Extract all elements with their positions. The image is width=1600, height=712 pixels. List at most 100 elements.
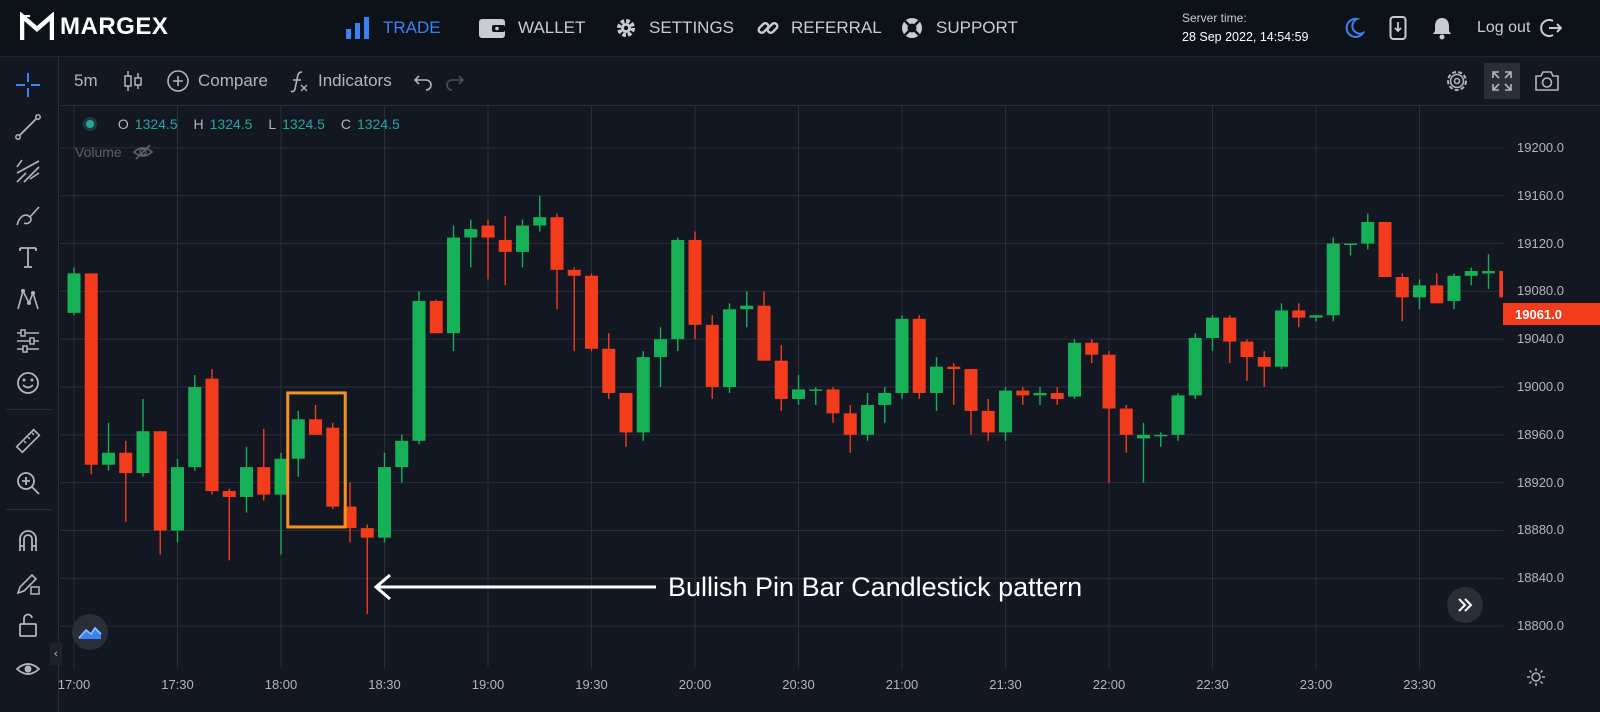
scroll-to-realtime-button[interactable] (1447, 587, 1483, 623)
text-tool[interactable] (12, 241, 44, 273)
candle-body (171, 467, 184, 531)
eye-icon (15, 663, 41, 675)
plus-circle-icon (167, 70, 189, 92)
price-tick-label: 19160.0 (1517, 187, 1564, 203)
candle-body (412, 300, 426, 441)
candle-body (222, 491, 236, 498)
candle-body (688, 239, 702, 325)
candle-body (240, 467, 253, 498)
candle-body (1257, 357, 1271, 367)
margex-logo[interactable]: MARGEX (20, 12, 168, 42)
sun-gear-icon (1527, 668, 1545, 686)
magnet-tool[interactable] (12, 525, 44, 557)
candle-body (619, 392, 633, 433)
chart-toolbar: 5m Compare Indicators (60, 57, 1600, 106)
indicators-label: Indicators (318, 71, 392, 90)
trend-line-tool[interactable] (12, 111, 44, 143)
status-dot-icon (83, 117, 97, 131)
candle-body (481, 225, 495, 238)
price-tick-label: 18920.0 (1517, 474, 1564, 490)
measure-tool[interactable] (12, 325, 44, 357)
candle-body (1050, 392, 1064, 399)
time-axis[interactable]: 17:00 17:30 18:00 18:30 19:00 19:30 20:00 20:30… (58, 668, 1503, 698)
indicators-button[interactable]: Indicators (288, 57, 392, 105)
candle-body (1016, 390, 1030, 396)
lock-drawing-tool[interactable] (12, 567, 44, 599)
pattern-icon (17, 288, 39, 310)
candle-body (602, 348, 616, 393)
candle-body (102, 452, 115, 465)
pattern-annotation: Bullish Pin Bar Candlestick pattern (668, 572, 1083, 602)
candle-body (740, 305, 754, 310)
brush-icon (16, 206, 40, 226)
candle-body (188, 387, 202, 468)
price-axis[interactable]: 19200.0 19160.0 19120.0 19080.0 19040.0 19000… (1503, 106, 1600, 668)
toolbar-divider (6, 509, 52, 510)
candle-body (84, 273, 98, 465)
snapshot-button[interactable] (1534, 57, 1560, 105)
logout-button[interactable]: Log out (1477, 0, 1563, 56)
candle-body (826, 389, 840, 414)
candle-body (930, 366, 943, 393)
candle-body (567, 269, 581, 276)
axis-settings-button[interactable] (1525, 666, 1547, 688)
brush-tool[interactable] (12, 199, 44, 231)
nav-settings[interactable]: SETTINGS (615, 0, 734, 56)
zoom-in-tool[interactable] (12, 467, 44, 499)
chart-logo-button[interactable] (72, 614, 108, 650)
nav-trade[interactable]: TRADE (345, 0, 441, 56)
candle-body (1137, 434, 1150, 439)
candle-body (843, 413, 857, 435)
undo-icon (413, 75, 432, 91)
ruler-tool[interactable] (12, 425, 44, 457)
pattern-tool[interactable] (12, 283, 44, 315)
candle-body (274, 458, 288, 495)
price-tick-label: 18840.0 (1517, 570, 1564, 586)
nav-referral-label: REFERRAL (791, 18, 882, 37)
low-value: 1324.5 (282, 116, 325, 132)
candle-body (119, 452, 133, 474)
candle-body (1344, 243, 1357, 246)
candle-body (1206, 317, 1219, 338)
chart-settings-button[interactable] (1444, 57, 1470, 105)
candle-body (895, 318, 909, 393)
eye-off-icon[interactable] (132, 143, 154, 161)
candle-body (1171, 395, 1185, 435)
candle-body (1430, 285, 1444, 304)
interval-button[interactable]: 5m (74, 57, 98, 105)
fib-tool[interactable] (12, 155, 44, 187)
compare-button[interactable]: Compare (166, 57, 268, 105)
nav-referral[interactable]: REFERRAL (757, 0, 882, 56)
undo-button[interactable] (412, 57, 434, 105)
mobile-app-button[interactable] (1384, 14, 1412, 42)
visibility-tool[interactable] (12, 653, 44, 685)
candle-body (1413, 285, 1426, 298)
time-tick-label: 17:30 (161, 677, 194, 692)
current-price-label: 19061.0 (1503, 303, 1600, 326)
nav-support[interactable]: SUPPORT (900, 0, 1018, 56)
crosshair-tool[interactable] (12, 69, 44, 101)
candle-body (464, 229, 478, 238)
notifications-button[interactable] (1428, 14, 1456, 42)
bars-chart-icon (346, 17, 369, 39)
bell-icon (1433, 18, 1451, 40)
close-label: C (340, 116, 351, 132)
time-tick-label: 20:00 (678, 677, 712, 692)
fullscreen-button[interactable] (1484, 63, 1520, 99)
emoji-tool[interactable] (12, 367, 44, 399)
moon-icon (1345, 17, 1365, 38)
time-tick-label: 18:30 (368, 677, 401, 692)
theme-toggle[interactable] (1340, 14, 1368, 42)
nav-wallet[interactable]: WALLET (478, 0, 585, 56)
lock-tool[interactable] (12, 609, 44, 641)
volume-indicator[interactable]: Volume (75, 143, 154, 161)
time-tick-label: 23:30 (1403, 677, 1436, 692)
chart-type-button[interactable] (122, 57, 144, 105)
collapse-toolbar-button[interactable]: ‹ (50, 643, 62, 665)
candle-body (516, 225, 529, 252)
trend-line-icon (15, 114, 41, 140)
price-chart[interactable] (60, 106, 1503, 668)
candle-body (1292, 310, 1306, 318)
smiley-icon (17, 372, 39, 394)
candle-body (671, 239, 685, 340)
